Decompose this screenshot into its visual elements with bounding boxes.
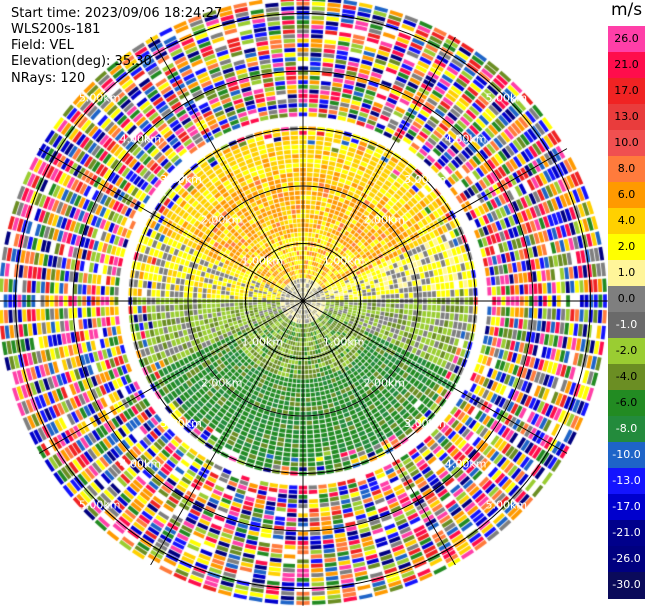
colorbar-segment [608, 468, 645, 495]
colorbar-segment [608, 52, 645, 79]
range-ring-label: 2.00km [201, 376, 243, 389]
azimuth-spoke [302, 148, 568, 302]
colorbar-tick-label: -1.0 [615, 318, 638, 331]
colorbar-segment [608, 312, 645, 339]
azimuth-spoke [150, 300, 304, 566]
colorbar-tick-label: 8.0 [617, 162, 636, 175]
colorbar-tick-label: -26.0 [612, 552, 641, 565]
colorbar-segment [608, 26, 645, 53]
colorbar-segment [608, 130, 645, 157]
azimuth-spoke [38, 300, 304, 454]
colorbar-tick-label: 0.0 [617, 292, 636, 305]
colorbar-tick-label: -13.0 [612, 474, 641, 487]
range-ring-label: 2.00km [364, 376, 406, 389]
range-ring-label: 3.00km [160, 417, 202, 430]
colorbar-tick-label: -21.0 [612, 526, 641, 539]
colorbar-segment [608, 338, 645, 365]
azimuth-spoke [302, 300, 456, 566]
range-ring-label: 5.00km [486, 498, 528, 511]
colorbar-tick-label: 21.0 [614, 58, 639, 71]
colorbar-tick-label: 2.0 [617, 240, 636, 253]
colorbar-tick-label: 10.0 [614, 136, 639, 149]
colorbar-segment [608, 104, 645, 131]
colorbar-segment [608, 156, 645, 183]
azimuth-spoke [302, 300, 568, 454]
range-ring-label: 3.00km [404, 173, 446, 186]
colorbar-segment [608, 78, 645, 105]
range-ring-label: 5.00km [79, 498, 121, 511]
range-ring-label: 1.00km [323, 336, 365, 349]
colorbar-tick-label: -30.0 [612, 578, 641, 591]
range-ring-label: 4.00km [445, 132, 487, 145]
colorbar-tick-label: -8.0 [615, 422, 638, 435]
start-time-label: Start time: 2023/09/06 18:24:27 [11, 6, 223, 21]
range-ring-label: 2.00km [364, 214, 406, 227]
colorbar-segment [608, 416, 645, 443]
colorbar-tick-label: 4.0 [617, 214, 636, 227]
colorbar-tick-label: 6.0 [617, 188, 636, 201]
nrays-label: NRays: 120 [11, 71, 86, 86]
colorbar-segment [608, 390, 645, 417]
range-ring-label: 5.00km [79, 92, 121, 105]
colorbar-tick-label: 1.0 [617, 266, 636, 279]
colorbar-tick-label: -10.0 [612, 448, 641, 461]
range-ring-label: 5.00km [486, 92, 528, 105]
station-label: WLS200s-181 [11, 22, 101, 37]
field-label: Field: VEL [11, 38, 74, 53]
colorbar [608, 26, 645, 599]
range-ring-label: 1.00km [242, 254, 284, 267]
azimuth-spoke [38, 148, 304, 302]
colorbar-segment [608, 520, 645, 547]
range-ring-label: 4.00km [445, 458, 487, 471]
colorbar-tick-label: -4.0 [615, 370, 638, 383]
colorbar-segment [608, 494, 645, 521]
azimuth-spoke [150, 36, 304, 302]
colorbar-tick-label: 26.0 [614, 32, 639, 45]
colorbar-segment [608, 234, 645, 261]
colorbar-segment [608, 546, 645, 573]
range-ring-label: 3.00km [404, 417, 446, 430]
colorbar-segment [608, 208, 645, 235]
colorbar-tick-label: -6.0 [615, 396, 638, 409]
colorbar-segment [608, 260, 645, 287]
colorbar-unit: m/s [611, 0, 643, 20]
colorbar-tick-label: -17.0 [612, 500, 641, 513]
range-ring-label: 2.00km [201, 214, 243, 227]
colorbar-segment [608, 182, 645, 209]
colorbar-segment [608, 442, 645, 469]
elevation-label: Elevation(deg): 35.30 [11, 54, 152, 69]
range-ring-label: 4.00km [120, 458, 162, 471]
colorbar-segment [608, 286, 645, 313]
azimuth-spoke [302, 36, 456, 302]
colorbar-segment [608, 364, 645, 391]
range-ring-label: 1.00km [323, 254, 365, 267]
colorbar-tick-label: 13.0 [614, 110, 639, 123]
colorbar-segment [608, 572, 645, 599]
colorbar-tick-label: -2.0 [615, 344, 638, 357]
range-ring-label: 4.00km [120, 132, 162, 145]
range-ring-label: 1.00km [242, 336, 284, 349]
colorbar-tick-label: 17.0 [614, 84, 639, 97]
range-ring-label: 3.00km [160, 173, 202, 186]
